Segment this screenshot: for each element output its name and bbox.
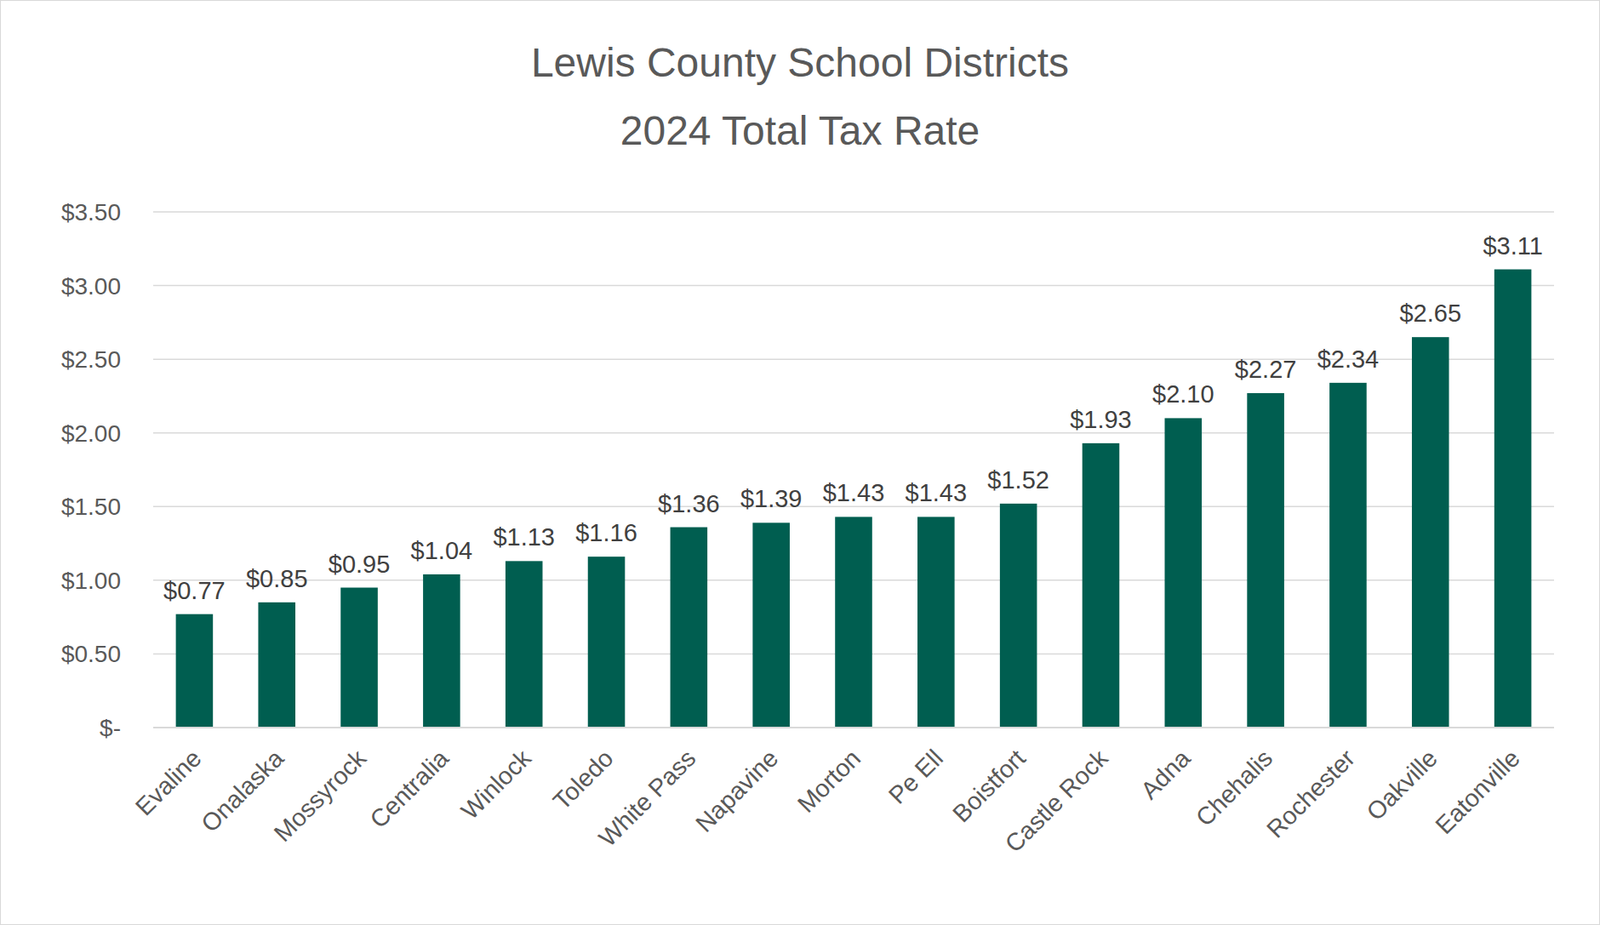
chart-border bbox=[0, 0, 1600, 925]
x-tick-label: Adna bbox=[1135, 743, 1196, 805]
bar bbox=[1411, 337, 1450, 728]
x-tick-label: Evaline bbox=[130, 744, 207, 822]
x-tick-label: Napavine bbox=[690, 744, 783, 838]
data-label: $1.52 bbox=[987, 466, 1050, 494]
data-label: $1.43 bbox=[905, 479, 968, 507]
y-tick-label: $0.50 bbox=[61, 640, 121, 668]
bar bbox=[340, 588, 378, 728]
y-tick-label: $2.00 bbox=[61, 420, 121, 447]
y-tick-label: $2.50 bbox=[61, 346, 121, 373]
data-label: $0.85 bbox=[245, 565, 309, 593]
y-tick-label: $1.00 bbox=[61, 567, 121, 595]
data-label: $1.04 bbox=[411, 537, 474, 565]
x-axis-line bbox=[153, 726, 1555, 729]
data-label: $2.10 bbox=[1152, 380, 1215, 408]
data-label: $1.39 bbox=[740, 485, 803, 513]
data-label: $1.13 bbox=[492, 523, 555, 551]
data-label: $1.36 bbox=[657, 490, 720, 518]
bar bbox=[422, 574, 461, 728]
x-tick-label: Centralia bbox=[364, 743, 454, 834]
bar bbox=[834, 516, 873, 728]
bar bbox=[505, 560, 543, 728]
bar bbox=[257, 602, 296, 728]
y-tick-label: $- bbox=[99, 714, 121, 742]
title: Lewis County School Districts bbox=[531, 40, 1069, 86]
grid-line bbox=[153, 211, 1555, 213]
data-label: $1.43 bbox=[822, 479, 886, 507]
data-label: $0.95 bbox=[328, 550, 391, 578]
bar bbox=[670, 527, 709, 728]
bar bbox=[1000, 503, 1038, 728]
subtitle: 2024 Total Tax Rate bbox=[620, 108, 981, 154]
data-label: $2.27 bbox=[1234, 355, 1298, 383]
x-tick-label: Morton bbox=[792, 744, 866, 818]
bars bbox=[176, 269, 1532, 728]
x-tick-label: Mossyrock bbox=[268, 743, 372, 847]
bar bbox=[176, 614, 214, 728]
bar bbox=[1165, 417, 1203, 728]
bar bbox=[1082, 443, 1120, 728]
x-tick-label: Chehalis bbox=[1190, 744, 1278, 832]
grid-line bbox=[153, 285, 1555, 287]
x-tick-label: Toledo bbox=[548, 744, 619, 816]
data-label: $2.65 bbox=[1399, 299, 1462, 327]
x-tick-label: Castle Rock bbox=[1000, 743, 1115, 858]
x-tick-label: Oakville bbox=[1360, 744, 1443, 827]
data-label: $3.11 bbox=[1482, 232, 1543, 260]
x-tick-label: Rochester bbox=[1261, 743, 1360, 843]
grid-line bbox=[153, 726, 1555, 729]
x-tick-label: Winlock bbox=[456, 743, 538, 825]
x-tick-label: White Pass bbox=[593, 744, 701, 852]
bar bbox=[917, 516, 955, 728]
data-label: $2.34 bbox=[1317, 345, 1380, 373]
bar bbox=[588, 556, 626, 728]
bar bbox=[1246, 393, 1285, 728]
data-label: $1.93 bbox=[1069, 405, 1132, 434]
data-label: $1.16 bbox=[575, 519, 638, 547]
x-tick-label: Pe Ell bbox=[883, 744, 949, 810]
y-tick-label: $3.00 bbox=[61, 273, 121, 300]
chart: Lewis County School Districts 2024 Total … bbox=[0, 0, 1600, 925]
x-tick-label: Boistfort bbox=[947, 744, 1031, 829]
y-tick-label: $1.50 bbox=[61, 493, 121, 520]
bar bbox=[1329, 382, 1367, 728]
x-tick-label: Eatonville bbox=[1429, 744, 1526, 840]
bar bbox=[752, 522, 790, 728]
y-tick-label: $3.50 bbox=[61, 199, 121, 226]
bar bbox=[1494, 269, 1532, 728]
data-label: $0.77 bbox=[163, 577, 226, 605]
